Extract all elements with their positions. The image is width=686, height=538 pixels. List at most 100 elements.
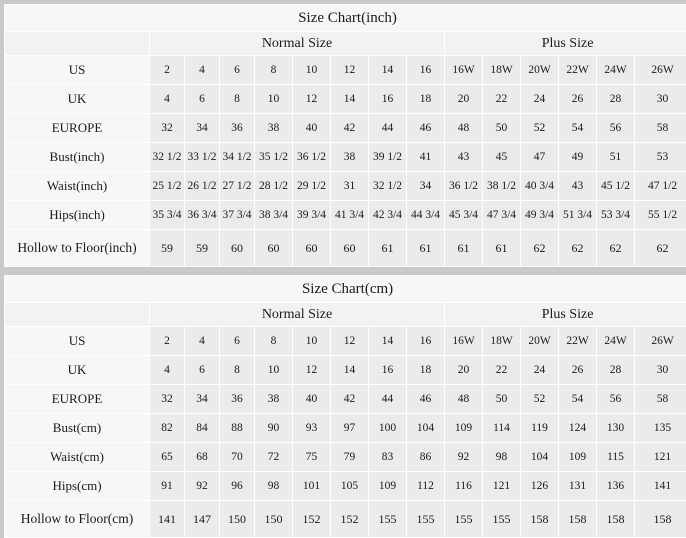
data-cell: 10 [293,56,331,85]
data-cell: 92 [445,443,483,472]
data-cell: 47 3/4 [483,201,521,230]
data-cell: 18 [407,356,445,385]
data-cell: 50 [483,114,521,143]
data-cell: 18W [483,56,521,85]
data-cell: 72 [255,443,293,472]
data-cell: 147 [185,501,220,538]
data-cell: 30 [635,356,686,385]
row-label: Bust(inch) [5,143,150,172]
data-cell: 10 [255,85,293,114]
row-label: US [5,56,150,85]
data-cell: 26 1/2 [185,172,220,201]
data-cell: 54 [559,385,597,414]
data-cell: 27 1/2 [220,172,255,201]
data-cell: 62 [559,230,597,267]
row-label: Waist(inch) [5,172,150,201]
data-cell: 24 [521,85,559,114]
chart-title-row: Size Chart(cm) [5,276,686,303]
data-cell: 6 [185,85,220,114]
data-cell: 47 [521,143,559,172]
data-cell: 43 [559,172,597,201]
data-cell: 46 [407,385,445,414]
data-cell: 49 3/4 [521,201,559,230]
data-cell: 97 [331,414,369,443]
data-cell: 28 [597,356,635,385]
data-cell: 36 1/2 [293,143,331,172]
data-cell: 38 [331,143,369,172]
data-cell: 50 [483,385,521,414]
chart-title-row: Size Chart(inch) [5,5,686,32]
data-cell: 98 [483,443,521,472]
row-label: US [5,327,150,356]
data-cell: 18W [483,327,521,356]
data-cell: 42 3/4 [369,201,407,230]
data-cell: 32 [150,114,185,143]
data-cell: 105 [331,472,369,501]
row-label: EUROPE [5,385,150,414]
data-cell: 58 [635,385,686,414]
group-header-normal-size: Normal Size [150,303,445,327]
data-cell: 158 [635,501,686,538]
data-cell: 141 [150,501,185,538]
data-cell: 34 [185,385,220,414]
data-cell: 56 [597,114,635,143]
data-cell: 37 3/4 [220,201,255,230]
data-cell: 53 [635,143,686,172]
row-label: Hips(cm) [5,472,150,501]
data-cell: 51 [597,143,635,172]
data-cell: 6 [185,356,220,385]
row-label: Hollow to Floor(inch) [5,230,150,267]
data-cell: 40 [293,385,331,414]
row-label: Hollow to Floor(cm) [5,501,150,538]
data-cell: 155 [445,501,483,538]
data-cell: 60 [293,230,331,267]
data-cell: 141 [635,472,686,501]
data-cell: 36 [220,385,255,414]
data-cell: 14 [331,85,369,114]
group-header-spacer [5,32,150,56]
data-cell: 59 [150,230,185,267]
data-cell: 47 1/2 [635,172,686,201]
data-cell: 45 1/2 [597,172,635,201]
data-cell: 48 [445,385,483,414]
data-cell: 24W [597,327,635,356]
data-cell: 82 [150,414,185,443]
data-cell: 30 [635,85,686,114]
data-cell: 16 [407,56,445,85]
data-cell: 152 [331,501,369,538]
data-cell: 124 [559,414,597,443]
data-cell: 38 3/4 [255,201,293,230]
data-cell: 55 1/2 [635,201,686,230]
data-cell: 86 [407,443,445,472]
data-cell: 126 [521,472,559,501]
group-header-normal-size: Normal Size [150,32,445,56]
data-cell: 60 [220,230,255,267]
data-cell: 109 [369,472,407,501]
data-cell: 41 [407,143,445,172]
data-cell: 53 3/4 [597,201,635,230]
data-cell: 60 [331,230,369,267]
data-cell: 8 [255,327,293,356]
data-cell: 90 [255,414,293,443]
data-cell: 16W [445,56,483,85]
data-cell: 62 [521,230,559,267]
data-cell: 2 [150,327,185,356]
data-cell: 109 [559,443,597,472]
data-cell: 70 [220,443,255,472]
data-cell: 158 [597,501,635,538]
data-cell: 75 [293,443,331,472]
data-cell: 155 [369,501,407,538]
data-cell: 60 [255,230,293,267]
data-cell: 62 [597,230,635,267]
data-cell: 62 [635,230,686,267]
data-cell: 116 [445,472,483,501]
row-label: EUROPE [5,114,150,143]
data-cell: 112 [407,472,445,501]
data-cell: 44 [369,385,407,414]
